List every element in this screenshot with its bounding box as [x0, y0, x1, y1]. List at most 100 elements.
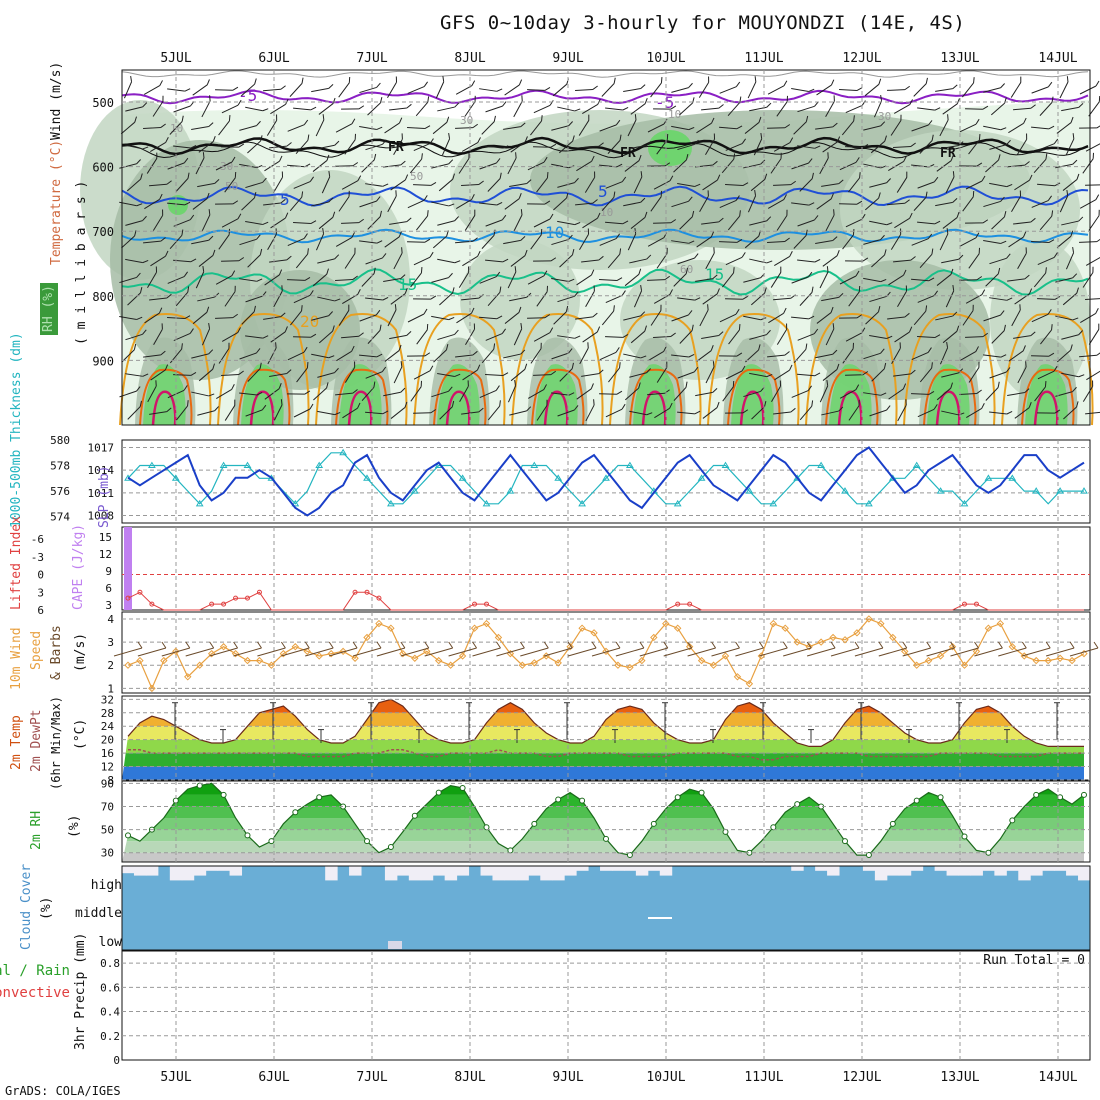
- wind-barb-shaft: [647, 123, 665, 133]
- wind-barb: [247, 135, 263, 154]
- wind-barb-shaft: [768, 312, 784, 324]
- wind-barb: [169, 229, 184, 250]
- wind-barb-shaft: [485, 105, 503, 113]
- thickness-tick-label: 574: [50, 511, 70, 524]
- wind-barb: [871, 249, 887, 268]
- wind-barb-feather: [685, 267, 688, 274]
- wind-barb: [216, 384, 235, 399]
- wind-barb-shaft: [431, 163, 449, 169]
- wind10-barb-feather: [639, 641, 645, 649]
- wind-barb-shaft: [623, 315, 641, 321]
- wind-barb-shaft: [743, 390, 761, 398]
- wind-barb-feather: [162, 209, 164, 216]
- wind-barb-feather: [280, 399, 283, 406]
- wind-barb: [197, 179, 220, 188]
- wind-barb: [747, 189, 757, 213]
- wind-barb: [585, 399, 595, 422]
- wind-barb-shaft: [1016, 139, 1028, 155]
- axis-label-precip: 3hr Precip (mm): [73, 933, 88, 1050]
- wind-barb-feather: [644, 211, 648, 218]
- wind-barb: [383, 387, 406, 397]
- wind-barb-shaft: [335, 165, 353, 167]
- wind-barb-shaft: [455, 85, 473, 95]
- wind-barb: [240, 78, 257, 97]
- wind-barb: [768, 307, 787, 324]
- wind-barb-feather: [622, 334, 629, 338]
- wind-barb-shaft: [894, 217, 910, 229]
- wind-barb-feather: [646, 412, 653, 416]
- wind-barb: [839, 200, 863, 205]
- wind-barb: [791, 202, 815, 206]
- wind-barb: [224, 285, 236, 307]
- wind-barb-shaft: [991, 216, 1005, 230]
- wind-barb: [1082, 380, 1094, 402]
- wind-barb-feather: [430, 182, 437, 186]
- wind-barb-shaft: [239, 352, 257, 360]
- wind-barb-shaft: [1059, 81, 1069, 99]
- wind-barb-shaft: [201, 100, 211, 118]
- wind-barb-shaft: [317, 258, 335, 264]
- wind-barb-shaft: [458, 158, 470, 174]
- cloud-high-clear: [492, 866, 505, 881]
- wind10-barb-feather: [519, 641, 525, 649]
- wind-barb: [413, 182, 437, 186]
- wind-barb: [1013, 217, 1036, 225]
- wind-barb-shaft: [215, 275, 233, 285]
- wind-barb: [464, 209, 476, 231]
- wind-barb-feather: [446, 116, 450, 123]
- wind10-barb: [998, 647, 1027, 657]
- wind-barb: [503, 122, 526, 130]
- wind-barb: [413, 295, 437, 300]
- temp-contour-20: [119, 313, 212, 426]
- wind-barb-feather: [543, 270, 548, 277]
- thickness-marker: [363, 474, 371, 481]
- wind10-speed-marker: [972, 647, 981, 656]
- wind-barb: [551, 121, 573, 131]
- wind-barb: [167, 157, 189, 170]
- wind-barb-feather: [448, 272, 453, 278]
- credit-label: GrADS: COLA/IGES: [5, 1084, 121, 1098]
- rh2m-point: [292, 809, 299, 816]
- wind-barb-shaft: [917, 295, 935, 303]
- wind-barb: [191, 349, 214, 359]
- wind-barb-feather: [334, 298, 341, 302]
- temp-contour-30: [249, 390, 275, 426]
- cloud-high-clear: [122, 866, 135, 874]
- wind-barb-shaft: [293, 107, 311, 111]
- wind10-barb: [328, 647, 358, 657]
- wind-barb-feather: [454, 102, 460, 108]
- wind-barb-shaft: [335, 392, 353, 396]
- wind-barb-shaft: [551, 163, 569, 169]
- date-label-top: 14JUL: [1038, 51, 1077, 66]
- wind-barb-feather: [664, 275, 670, 281]
- temp2m-tick-label: 28: [101, 707, 114, 720]
- wind-barb-shaft: [1011, 196, 1021, 212]
- wind-barb: [410, 380, 422, 402]
- wind-barb: [822, 363, 840, 381]
- wind-barb-feather: [376, 126, 383, 130]
- wind-barb-shaft: [459, 385, 469, 403]
- wind-barb-feather: [401, 247, 403, 254]
- wind-barb: [215, 200, 239, 205]
- wind-barb-shaft: [821, 183, 839, 187]
- wind-barb: [344, 247, 356, 269]
- wind-barb: [359, 309, 381, 322]
- wind-barb: [576, 155, 595, 172]
- wind-barb: [533, 327, 554, 342]
- wind-barb-feather: [861, 100, 866, 106]
- wind-barb-feather: [597, 212, 601, 219]
- wind10-barb: [257, 647, 286, 657]
- wind-barb-feather: [1030, 331, 1036, 337]
- wind-barb-shaft: [507, 271, 517, 289]
- wind-barb-shaft: [263, 316, 281, 320]
- wind-barb: [192, 306, 210, 325]
- wind-barb-shaft: [719, 86, 737, 94]
- wind-barb-shaft: [1079, 85, 1097, 95]
- wind-barb: [965, 105, 989, 110]
- wind-barb: [698, 76, 710, 98]
- wind-barb: [431, 386, 453, 398]
- wind-barb-shaft: [338, 310, 350, 326]
- wind-barb-feather: [184, 88, 191, 92]
- wind10-barb-feather: [735, 641, 740, 649]
- rh2m-point: [220, 791, 227, 798]
